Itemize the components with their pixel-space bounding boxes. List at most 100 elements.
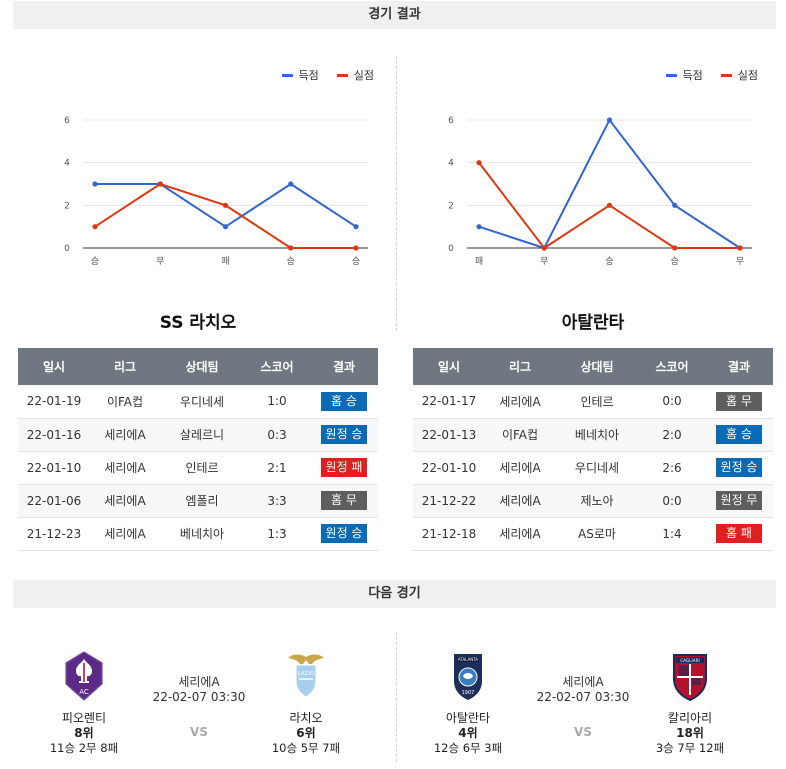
header-date: 일시 xyxy=(413,348,485,385)
data-point xyxy=(222,224,229,230)
header-opponent: 상대팀 xyxy=(160,348,244,385)
data-point xyxy=(288,245,294,251)
y-tick-label: 0 xyxy=(448,244,454,254)
home-team-rank: 8위 xyxy=(74,726,94,740)
right-team-chart: 득점 실점 0 2 4 6 패 무 승 승 무 xyxy=(398,56,768,296)
away-team[interactable]: CAGLIARI 칼리아리 18위 3승 7무 12패 xyxy=(630,645,750,755)
table-row: 22-01-10 세리에A 인테르 2:1 원정 패 xyxy=(18,451,378,485)
cell-league: 세리에A xyxy=(485,385,555,419)
legend-label-conceded: 실점 xyxy=(737,69,758,82)
legend-label-scored: 득점 xyxy=(682,69,703,82)
lazio-logo-icon: LAZIO xyxy=(288,654,324,698)
match-league: 세리에A xyxy=(562,675,604,689)
cell-opponent: 살레르니 xyxy=(160,418,244,452)
svg-text:CAGLIARI: CAGLIARI xyxy=(680,658,700,663)
left-results-table: 일시 리그 상대팀 스코어 결과 22-01-19 이FA컵 우디네세 1:0 … xyxy=(18,348,378,551)
y-tick-label: 0 xyxy=(64,244,70,254)
cell-date: 22-01-19 xyxy=(18,385,90,419)
cell-score: 0:0 xyxy=(639,385,705,419)
cell-score: 1:4 xyxy=(639,517,705,551)
data-point xyxy=(157,181,163,187)
column-divider xyxy=(396,632,397,762)
cell-result: 홈 승 xyxy=(705,418,773,452)
match-info: 세리에A 22-02-07 03:30 xyxy=(144,675,254,705)
left-team-title: SS 라치오 xyxy=(159,313,237,333)
cell-result: 홈 패 xyxy=(705,517,773,551)
right-chart-svg: 0 2 4 6 패 무 승 승 무 xyxy=(448,116,752,267)
x-tick-label: 승 xyxy=(671,256,679,267)
away-team-record: 10승 5무 7패 xyxy=(271,741,341,755)
legend-label-scored: 득점 xyxy=(298,69,319,82)
data-point xyxy=(672,245,678,251)
away-team-name: 라치오 xyxy=(289,711,323,725)
x-tick-label: 승 xyxy=(605,256,613,267)
y-tick-label: 4 xyxy=(448,159,454,169)
cell-opponent: 인테르 xyxy=(555,385,639,419)
away-team[interactable]: LAZIO 라치오 6위 10승 5무 7패 xyxy=(246,645,366,755)
cell-date: 22-01-13 xyxy=(413,418,485,452)
cell-score: 2:1 xyxy=(244,451,310,485)
cell-result: 원정 승 xyxy=(705,451,773,485)
cell-date: 21-12-22 xyxy=(413,484,485,518)
results-section-header: 경기 결과 xyxy=(13,1,776,29)
cell-result: 홈 무 xyxy=(310,484,378,518)
header-date: 일시 xyxy=(18,348,90,385)
cell-score: 1:3 xyxy=(244,517,310,551)
next-match-section-header: 다음 경기 xyxy=(13,580,776,608)
header-result: 결과 xyxy=(705,348,773,385)
table-header-row: 일시 리그 상대팀 스코어 결과 xyxy=(413,348,773,385)
data-point xyxy=(353,245,359,251)
home-team[interactable]: ATALANTA 1907 아탈란타 4위 12승 6무 3패 xyxy=(408,645,528,755)
cell-opponent: 베네치아 xyxy=(160,517,244,551)
data-point xyxy=(476,160,482,166)
data-point xyxy=(476,224,482,230)
data-point xyxy=(541,245,547,251)
result-badge: 원정 무 xyxy=(716,491,762,510)
next-match-card: AC 피오렌티 8위 11승 2무 8패 세리에A 22-02-07 03:30… xyxy=(14,645,384,755)
atalanta-logo-icon: ATALANTA 1907 xyxy=(454,654,482,700)
home-team[interactable]: AC 피오렌티 8위 11승 2무 8패 xyxy=(24,645,144,755)
cell-date: 21-12-23 xyxy=(18,517,90,551)
home-team-record: 12승 6무 3패 xyxy=(433,741,503,755)
svg-text:LAZIO: LAZIO xyxy=(298,671,315,677)
cell-league: 세리에A xyxy=(90,451,160,485)
table-row: 22-01-19 이FA컵 우디네세 1:0 홈 승 xyxy=(18,385,378,419)
cell-opponent: 인테르 xyxy=(160,451,244,485)
data-point xyxy=(672,202,678,208)
cell-league: 세리에A xyxy=(90,418,160,452)
cell-league: 세리에A xyxy=(485,517,555,551)
fiorentina-logo-icon: AC xyxy=(65,651,103,701)
data-point xyxy=(288,181,294,187)
chart-legend: 득점 실점 xyxy=(281,67,374,83)
data-point xyxy=(606,117,613,123)
cell-result: 원정 무 xyxy=(705,484,773,518)
result-badge: 홈 무 xyxy=(321,491,367,510)
table-row: 22-01-17 세리에A 인테르 0:0 홈 무 xyxy=(413,385,773,419)
series-line-scored xyxy=(478,118,741,250)
table-row: 21-12-18 세리에A AS로마 1:4 홈 패 xyxy=(413,517,773,551)
cell-result: 홈 무 xyxy=(705,385,773,419)
result-badge: 원정 패 xyxy=(321,458,367,477)
cell-league: 세리에A xyxy=(485,484,555,518)
table-header-row: 일시 리그 상대팀 스코어 결과 xyxy=(18,348,378,385)
x-tick-label: 패 xyxy=(221,256,229,267)
cell-league: 세리에A xyxy=(90,517,160,551)
match-datetime: 22-02-07 03:30 xyxy=(536,690,630,704)
cell-opponent: 엠폴리 xyxy=(160,484,244,518)
cell-score: 2:0 xyxy=(639,418,705,452)
cell-date: 21-12-18 xyxy=(413,517,485,551)
home-team-rank: 4위 xyxy=(458,726,478,740)
data-point xyxy=(222,202,229,208)
legend-item-scored: 득점 xyxy=(281,67,319,83)
column-divider xyxy=(396,56,397,331)
data-point xyxy=(92,181,98,187)
table-row: 21-12-22 세리에A 제노아 0:0 원정 무 xyxy=(413,484,773,518)
vs-label: VS xyxy=(190,725,208,739)
home-team-name: 피오렌티 xyxy=(61,711,107,725)
away-team-name: 칼리아리 xyxy=(667,711,713,725)
result-badge: 홈 승 xyxy=(321,391,367,411)
table-row: 22-01-06 세리에A 엠폴리 3:3 홈 무 xyxy=(18,484,378,518)
cell-opponent: 우디네세 xyxy=(555,451,639,485)
vs-label: VS xyxy=(574,725,592,739)
x-tick-label: 승 xyxy=(287,256,295,267)
